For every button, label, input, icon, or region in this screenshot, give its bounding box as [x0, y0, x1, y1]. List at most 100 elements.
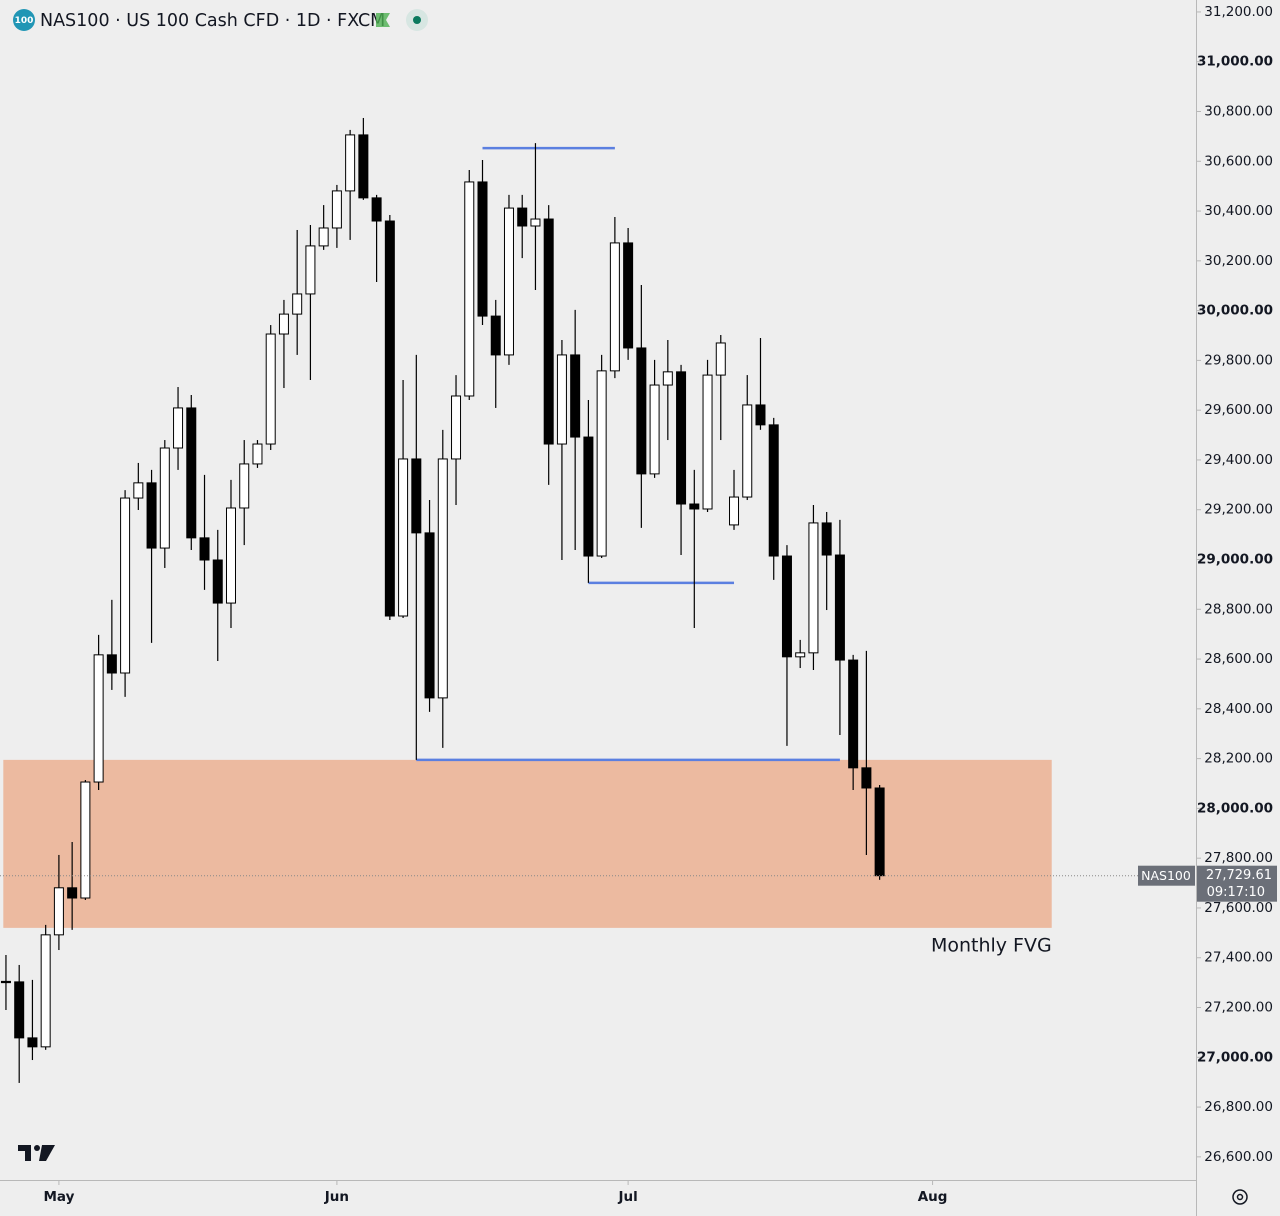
candle-body	[437, 458, 448, 699]
candle-body	[517, 207, 528, 227]
candle-body	[795, 652, 806, 658]
candle-body	[186, 407, 197, 539]
candle-body	[662, 371, 673, 386]
candle-body	[596, 370, 607, 557]
candle-body	[729, 496, 740, 526]
price-tag-text: 27,729.61	[1206, 868, 1272, 883]
y-tick-label: 30,800.00	[1204, 104, 1273, 120]
candle-body	[556, 354, 567, 445]
y-tick-label: 30,000.00	[1197, 303, 1273, 319]
candle-body	[106, 654, 117, 674]
countdown-text: 09:17:10	[1207, 885, 1265, 900]
y-tick-label: 29,600.00	[1204, 402, 1273, 418]
candle-body	[861, 767, 872, 789]
tradingview-logo	[18, 1145, 55, 1161]
candle-body	[67, 887, 78, 899]
y-tick-label: 27,000.00	[1197, 1049, 1273, 1065]
candle-body	[225, 507, 236, 604]
candle-body	[358, 134, 369, 199]
candle-body	[14, 981, 25, 1039]
symbol-badge	[13, 9, 35, 31]
symbol-tag-text: NAS100	[1141, 868, 1191, 883]
zone-label: Monthly FVG	[931, 934, 1052, 956]
y-tick-label: 31,000.00	[1197, 54, 1273, 70]
candle-body	[411, 458, 422, 534]
candle-body	[676, 371, 687, 505]
candle-body	[848, 659, 859, 769]
flag-icon	[376, 13, 390, 27]
candle-body	[490, 315, 501, 356]
y-tick-label: 27,200.00	[1204, 1000, 1273, 1016]
y-tick-label: 26,800.00	[1204, 1099, 1273, 1115]
candle-body	[543, 218, 554, 445]
candle-body	[159, 447, 170, 549]
y-tick-label: 28,800.00	[1204, 601, 1273, 617]
x-tick-label: Aug	[918, 1189, 948, 1205]
candle-body	[609, 242, 620, 372]
y-tick-label: 29,200.00	[1204, 502, 1273, 518]
candle-body	[768, 424, 779, 557]
y-tick-label: 27,800.00	[1204, 850, 1273, 866]
plot-area: Monthly FVG	[0, 117, 1196, 1083]
candle-body	[649, 384, 660, 475]
candle-body	[583, 436, 594, 557]
status-dot	[413, 16, 421, 24]
y-tick-label: 29,000.00	[1197, 552, 1273, 568]
chart-title: NAS100 · US 100 Cash CFD · 1D · FXCM	[40, 11, 385, 31]
y-tick-label: 30,400.00	[1204, 203, 1273, 219]
fvg-zone	[3, 759, 1052, 928]
candle-body	[821, 522, 832, 556]
candle-body	[331, 190, 342, 229]
candle-body	[252, 443, 263, 465]
candle-body	[278, 313, 289, 335]
candle-body	[371, 197, 382, 222]
candle-body	[398, 458, 409, 617]
symbol-tag	[1138, 865, 1195, 886]
candle-body	[80, 781, 91, 899]
candle-body	[689, 503, 700, 510]
candle-body	[636, 347, 647, 475]
candle-body	[212, 559, 223, 604]
y-tick-label: 31,200.00	[1204, 4, 1273, 20]
candle-body	[424, 532, 435, 699]
candle-body	[503, 207, 514, 356]
y-tick-label: 27,400.00	[1204, 950, 1273, 966]
candle-body	[120, 497, 131, 674]
candle-body	[318, 227, 329, 247]
candle-body	[451, 395, 462, 460]
candle-body	[781, 555, 792, 658]
y-tick-label: 30,200.00	[1204, 253, 1273, 269]
candle-body	[530, 218, 541, 227]
y-tick-label: 28,400.00	[1204, 701, 1273, 717]
candle-body	[623, 242, 634, 349]
candle-body	[40, 934, 51, 1048]
candle-body	[808, 522, 819, 654]
symbol-badge-text: 100	[15, 16, 34, 26]
candle-body	[464, 181, 475, 397]
candle-body	[384, 220, 395, 617]
candle-body	[173, 407, 184, 449]
candle-body	[93, 654, 104, 783]
candle-body	[715, 342, 726, 376]
candle-body	[477, 181, 488, 317]
candle-body	[133, 482, 144, 499]
settings-icon[interactable]	[1232, 1189, 1248, 1205]
candle-body	[53, 887, 64, 936]
x-tick-label: May	[43, 1189, 74, 1205]
candle-body	[742, 404, 753, 498]
y-tick-label: 28,000.00	[1197, 800, 1273, 816]
candle-body	[874, 787, 885, 877]
price-tag	[1197, 865, 1277, 902]
candle-body	[570, 354, 581, 438]
y-tick-label: 27,600.00	[1204, 900, 1273, 916]
candle-body	[702, 374, 713, 510]
candle-body	[27, 1037, 38, 1048]
y-tick-label: 30,600.00	[1204, 153, 1273, 169]
y-tick-label: 29,800.00	[1204, 352, 1273, 368]
candle-body	[199, 537, 210, 561]
y-tick-label: 28,200.00	[1204, 751, 1273, 767]
candle-body	[345, 134, 356, 192]
candle-body	[755, 404, 766, 426]
